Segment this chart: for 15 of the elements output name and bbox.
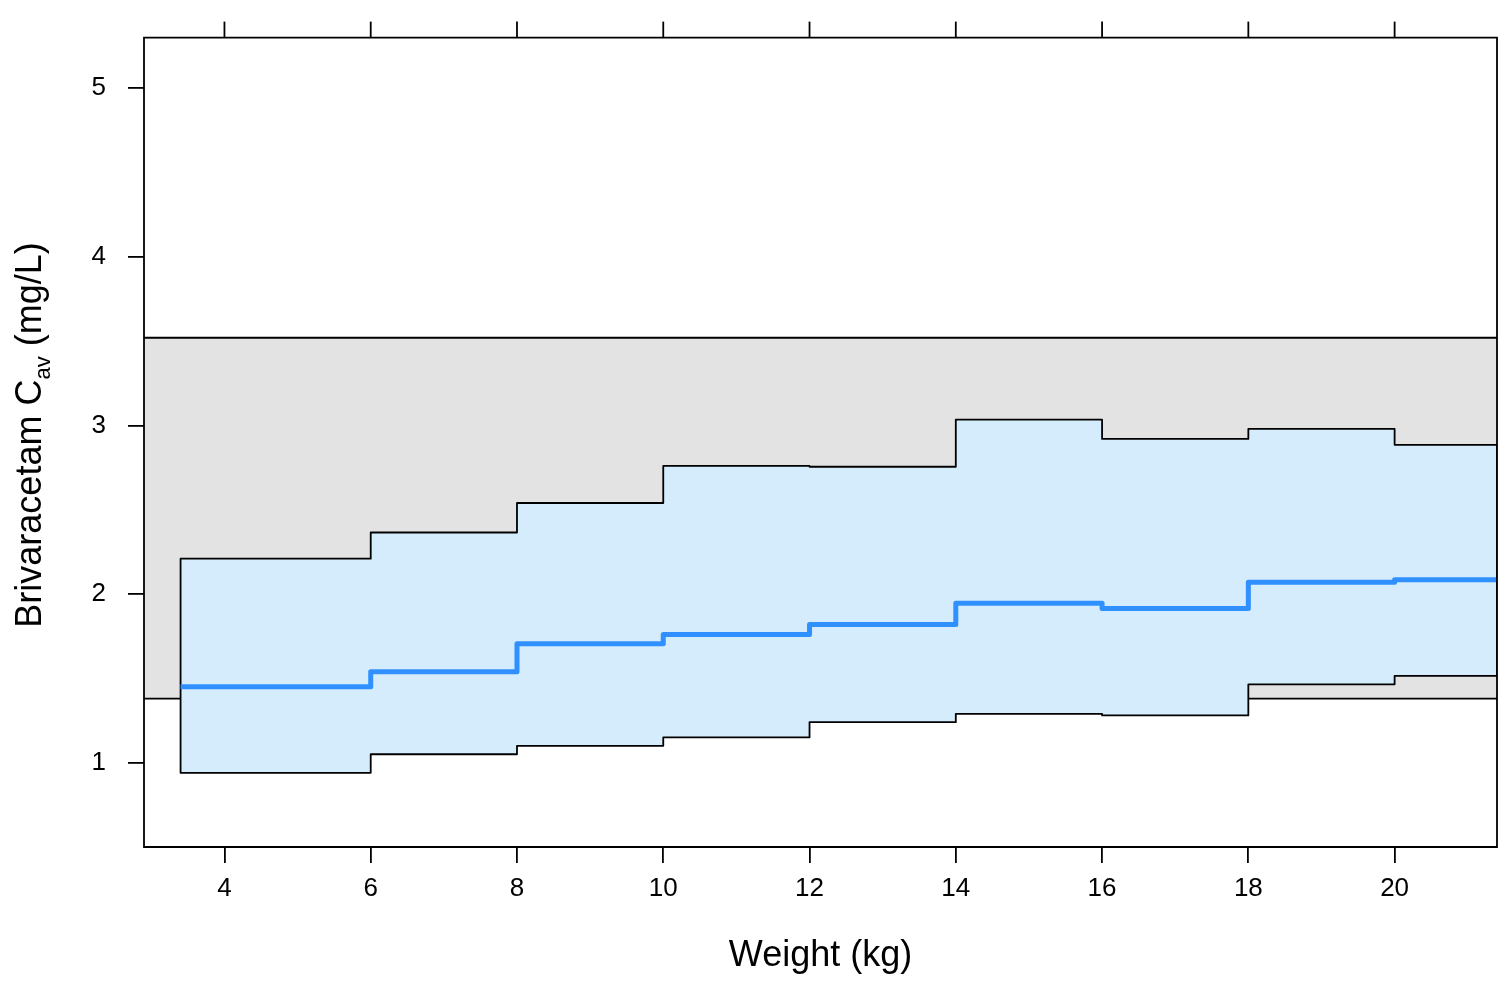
x-tick-label: 12 — [795, 871, 824, 902]
x-tick-label: 18 — [1233, 871, 1263, 902]
y-tick-label: 3 — [91, 408, 106, 439]
x-tick-label: 16 — [1087, 871, 1117, 902]
x-tick-label: 14 — [941, 871, 971, 902]
y-tick-label: 2 — [91, 577, 106, 608]
x-tick-label: 20 — [1380, 871, 1410, 902]
x-tick-label: 10 — [648, 871, 678, 902]
y-tick-label: 1 — [91, 745, 106, 776]
y-tick-label: 5 — [91, 71, 106, 102]
x-tick-label: 4 — [217, 871, 232, 902]
x-axis-title: Weight (kg) — [728, 933, 913, 975]
y-tick-label: 4 — [91, 239, 106, 270]
x-tick-label: 6 — [363, 871, 378, 902]
x-tick-label: 8 — [509, 871, 525, 902]
